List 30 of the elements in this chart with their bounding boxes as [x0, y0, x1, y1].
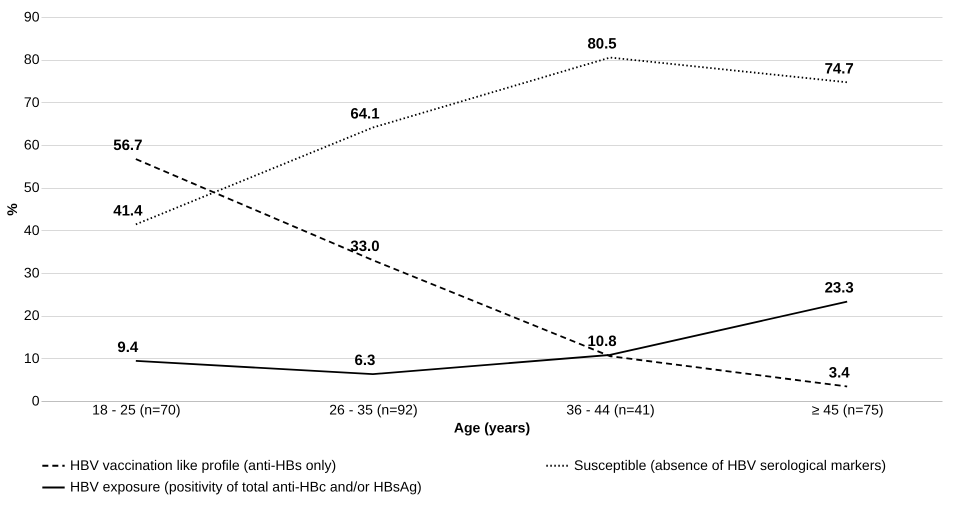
y-tick-label: 20 [24, 307, 40, 324]
y-tick-label: 50 [24, 179, 40, 196]
data-label: 33.0 [350, 238, 380, 256]
x-tick-label: 18 - 25 (n=70) [92, 402, 181, 418]
y-tick-label: 60 [24, 136, 40, 152]
y-tick-label: 0 [32, 392, 40, 408]
x-tick-label: ≥ 45 (n=75) [812, 402, 884, 418]
y-tick-label: 90 [24, 8, 40, 24]
y-tick-label: 70 [24, 94, 40, 110]
y-tick-label: 40 [24, 222, 40, 238]
data-label: 10.8 [587, 332, 617, 350]
y-tick-label: 10 [24, 350, 40, 366]
x-tick-label: 36 - 44 (n=41) [566, 402, 655, 418]
data-label: 56.7 [113, 137, 142, 154]
data-label: 9.4 [117, 338, 139, 356]
data-label: 80.5 [587, 36, 617, 53]
x-axis-title: Age (years) [454, 420, 530, 436]
data-label: 6.3 [354, 352, 376, 370]
y-axis-title: % [4, 202, 20, 216]
y-tick-label: 30 [24, 264, 40, 280]
legend-label: HBV exposure (positivity of total anti-HBc and/or HBsAg) [70, 478, 422, 494]
data-label: 74.7 [824, 60, 854, 78]
data-label: 64.1 [350, 106, 380, 123]
data-label: 3.4 [828, 364, 850, 382]
legend-label: HBV vaccination like profile (anti-HBs only) [70, 456, 336, 473]
data-label: 23.3 [824, 280, 854, 297]
y-tick-label: 80 [24, 51, 40, 68]
data-label: 41.4 [113, 202, 144, 220]
legend-label: Susceptible (absence of HBV serological markers) [574, 456, 886, 473]
x-tick-label: 26 - 35 (n=92) [329, 402, 418, 418]
